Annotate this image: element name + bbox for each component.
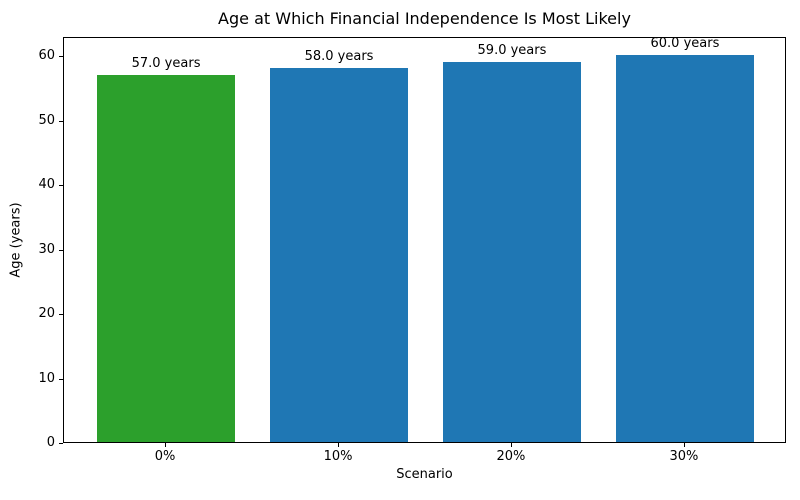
y-tick-mark <box>59 443 63 444</box>
y-tick-label: 10 <box>38 370 55 386</box>
x-tick-label: 10% <box>323 449 353 464</box>
y-tick-mark <box>59 314 63 316</box>
bar <box>615 55 755 442</box>
y-tick-mark <box>59 249 63 251</box>
y-tick-label: 20 <box>38 306 55 322</box>
x-tick-label: 30% <box>669 449 699 464</box>
y-tick-mark <box>59 378 63 380</box>
y-tick-label: 60 <box>38 48 55 64</box>
bar-value-label: 60.0 years <box>650 36 720 52</box>
y-tick-mark <box>59 56 63 58</box>
bar-value-label: 58.0 years <box>304 49 374 65</box>
y-tick-label: 30 <box>38 241 55 257</box>
bar <box>442 61 582 442</box>
bar-value-label: 57.0 years <box>131 55 201 71</box>
x-tick-mark <box>338 443 340 447</box>
x-tick-label: 0% <box>154 449 176 464</box>
bar <box>269 68 409 442</box>
y-tick-label: 40 <box>38 177 55 193</box>
y-tick-mark <box>59 120 63 122</box>
x-axis-label: Scenario <box>396 467 453 482</box>
y-tick-label: 50 <box>38 112 55 128</box>
chart-title: Age at Which Financial Independence Is M… <box>218 9 631 28</box>
plot-area: 57.0 years 58.0 years 59.0 years 60.0 years <box>63 36 786 443</box>
y-tick-mark <box>59 185 63 187</box>
x-tick-mark <box>683 443 685 447</box>
x-tick-mark <box>165 443 167 447</box>
y-axis-label: Age (years) <box>8 202 24 278</box>
x-tick-label: 20% <box>496 449 526 464</box>
y-tick-label: 0 <box>46 435 55 450</box>
bar <box>96 74 236 442</box>
x-tick-mark <box>510 443 512 447</box>
bar-value-label: 59.0 years <box>477 42 547 58</box>
